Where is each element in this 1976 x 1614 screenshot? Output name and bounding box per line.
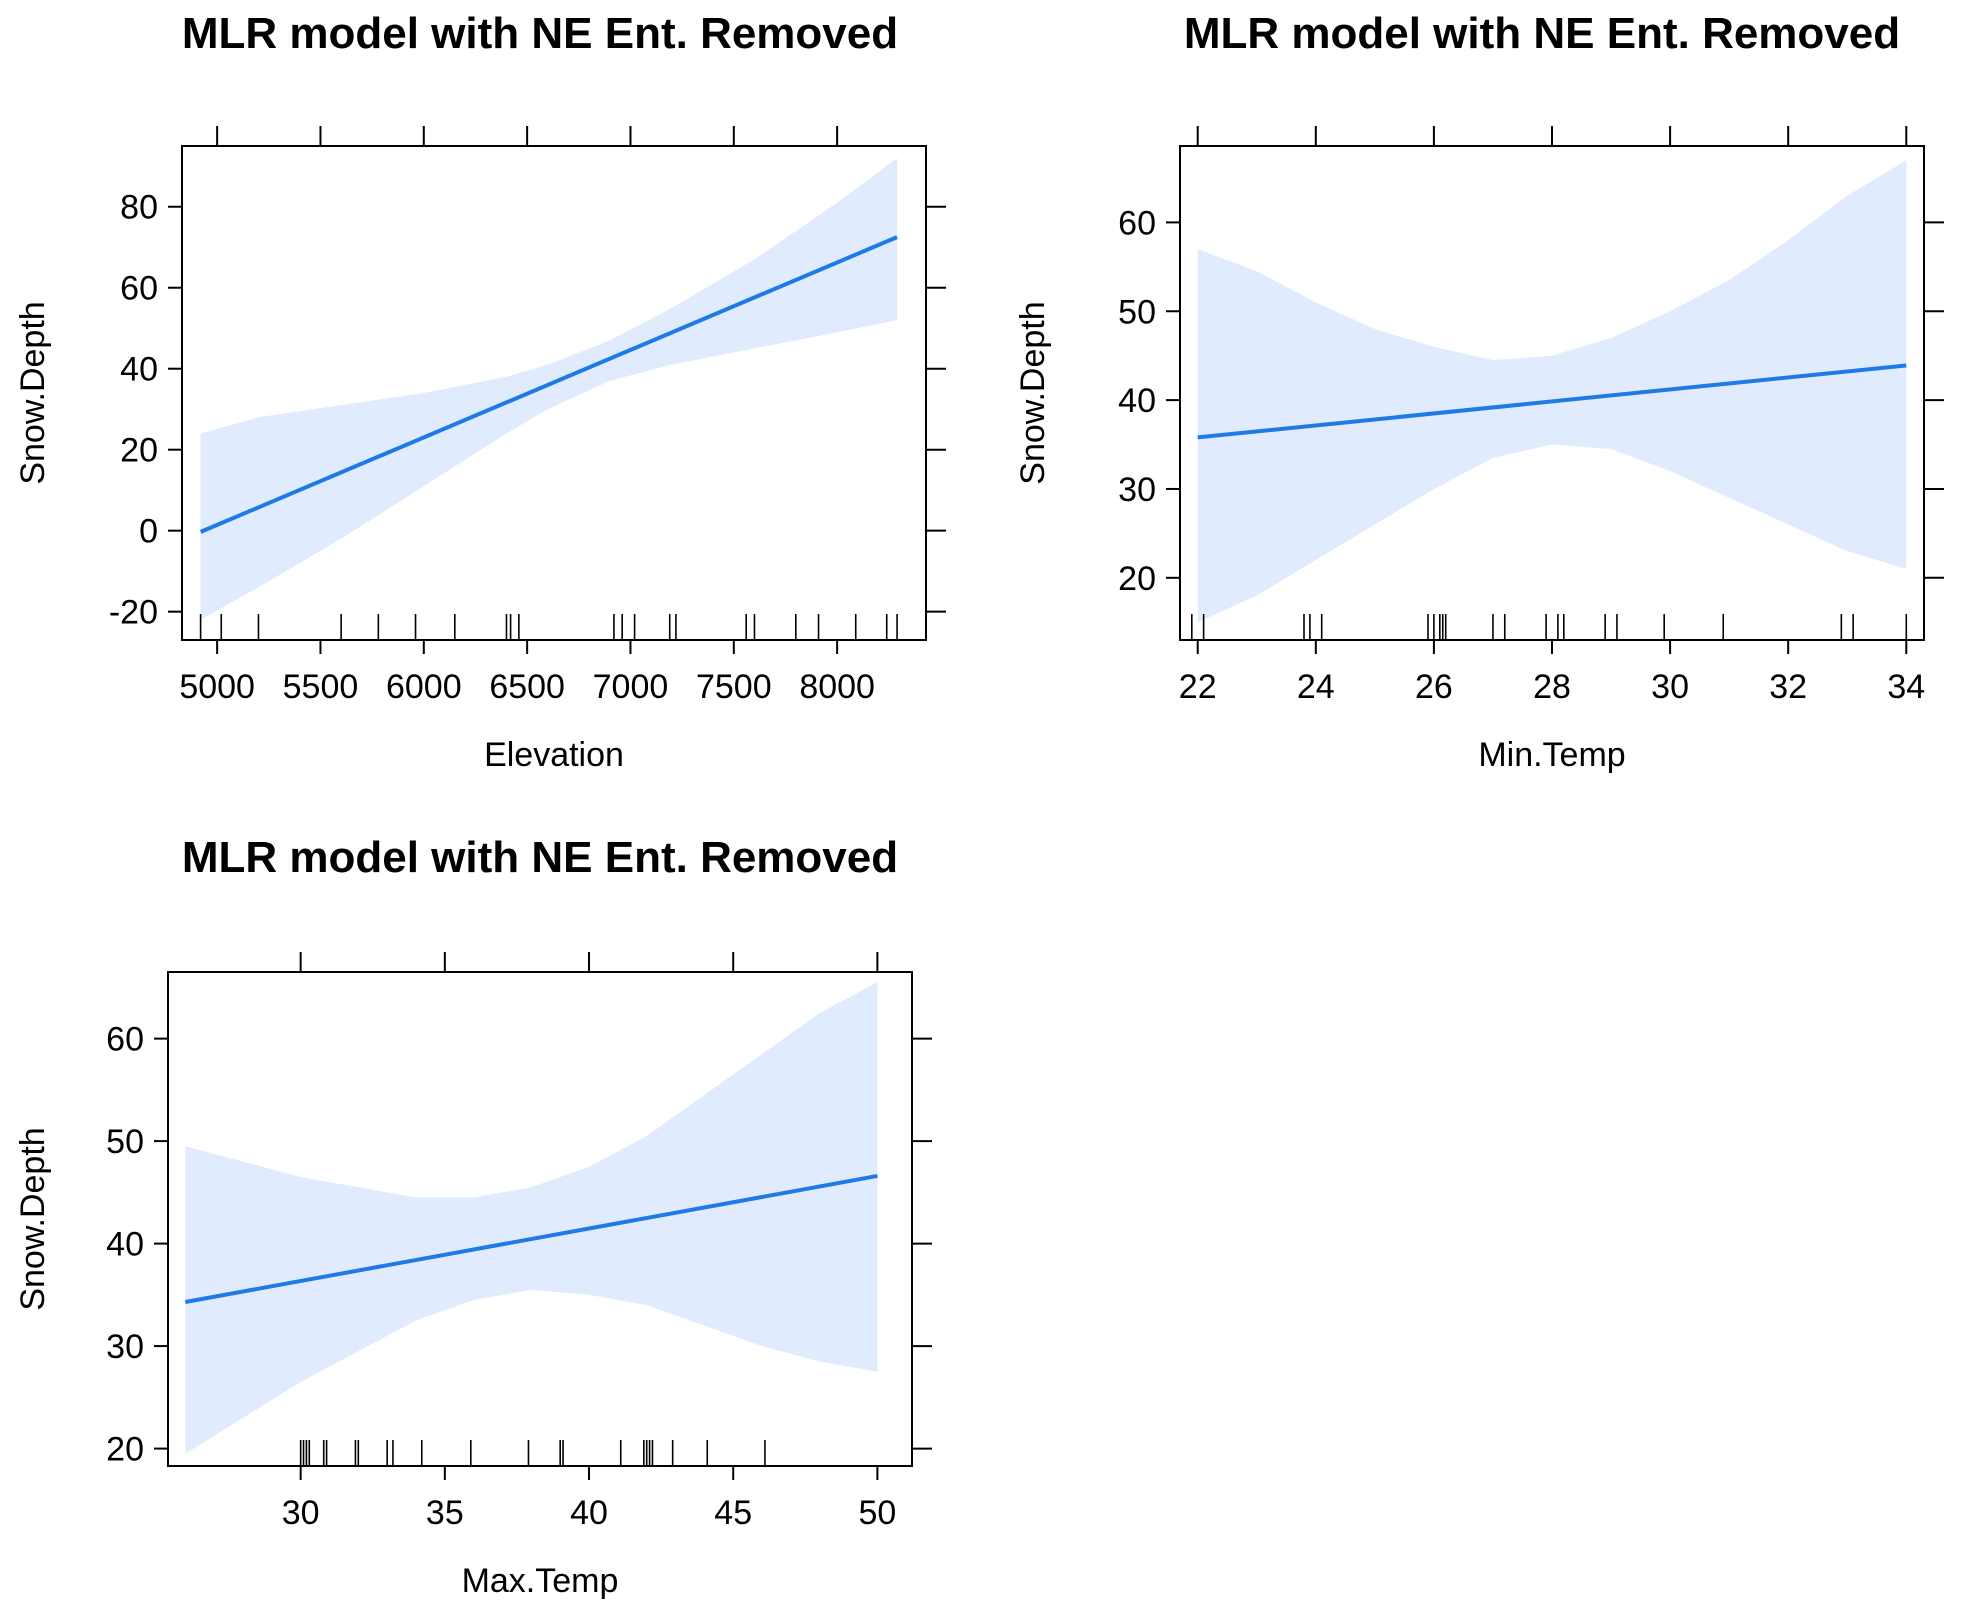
y-tick-label: 20 [120, 432, 158, 470]
x-tick-label: 8000 [799, 668, 875, 706]
y-tick-label: 60 [120, 270, 158, 308]
confidence-band [185, 982, 878, 1454]
x-tick-label: 28 [1533, 668, 1571, 706]
fit-line [1197, 363, 1907, 440]
x-tick-label: 32 [1769, 668, 1807, 706]
y-tick-label: 40 [120, 351, 158, 389]
chart-title: MLR model with NE Ent. Removed [1184, 9, 1900, 58]
chart-panel-1: MLR model with NE Ent. Removed 5000 5500 60… [14, 9, 946, 774]
y-tick-label: 20 [1118, 560, 1156, 598]
x-axis-label: Elevation [484, 736, 624, 774]
x-tick-label: 7000 [593, 668, 669, 706]
x-tick-label: 6500 [489, 668, 565, 706]
y-axis-label: Snow.Depth [1014, 301, 1052, 484]
x-tick-label: 6000 [386, 668, 462, 706]
y-tick-label: 40 [106, 1226, 144, 1264]
confidence-band [200, 158, 898, 620]
y-tick-label: 80 [120, 189, 158, 227]
x-tick-label: 24 [1297, 668, 1335, 706]
y-axis-label: Snow.Depth [14, 301, 52, 484]
chart-panel-3: MLR model with NE Ent. Removed 30 35 40 45 50… [14, 833, 932, 1600]
plot-frame [167, 971, 913, 1467]
x-tick-label: 7500 [696, 668, 772, 706]
y-tick-label: 60 [106, 1021, 144, 1059]
x-tick-label: 50 [858, 1494, 896, 1532]
y-axis-label: Snow.Depth [14, 1127, 52, 1310]
plot-frame [181, 145, 927, 641]
y-tick-label: 50 [106, 1123, 144, 1161]
x-tick-label: 30 [282, 1494, 320, 1532]
y-tick-label: 20 [106, 1431, 144, 1469]
x-tick-label: 35 [426, 1494, 464, 1532]
x-tick-label: 40 [570, 1494, 608, 1532]
chart-title: MLR model with NE Ent. Removed [182, 833, 898, 882]
x-tick-label: 26 [1415, 668, 1453, 706]
confidence-band [1197, 160, 1907, 623]
y-tick-label: 40 [1118, 382, 1156, 420]
y-tick-label: 30 [106, 1328, 144, 1366]
x-axis-label: Min.Temp [1478, 736, 1625, 774]
y-tick-label: -20 [109, 594, 158, 632]
fit-line [199, 235, 898, 534]
x-tick-label: 22 [1179, 668, 1217, 706]
chart-title: MLR model with NE Ent. Removed [182, 9, 898, 58]
x-tick-label: 45 [714, 1494, 752, 1532]
y-tick-label: 0 [139, 513, 158, 551]
x-tick-label: 5500 [283, 668, 359, 706]
chart-panel-2: MLR model with NE Ent. Removed 22 24 26 28 30… [1014, 9, 1944, 774]
x-tick-label: 5000 [179, 668, 255, 706]
x-tick-label: 30 [1651, 668, 1689, 706]
x-tick-label: 34 [1887, 668, 1925, 706]
fit-line [184, 1173, 878, 1304]
y-tick-label: 60 [1118, 204, 1156, 242]
y-tick-label: 50 [1118, 293, 1156, 331]
x-axis-label: Max.Temp [462, 1562, 619, 1600]
y-tick-label: 30 [1118, 471, 1156, 509]
